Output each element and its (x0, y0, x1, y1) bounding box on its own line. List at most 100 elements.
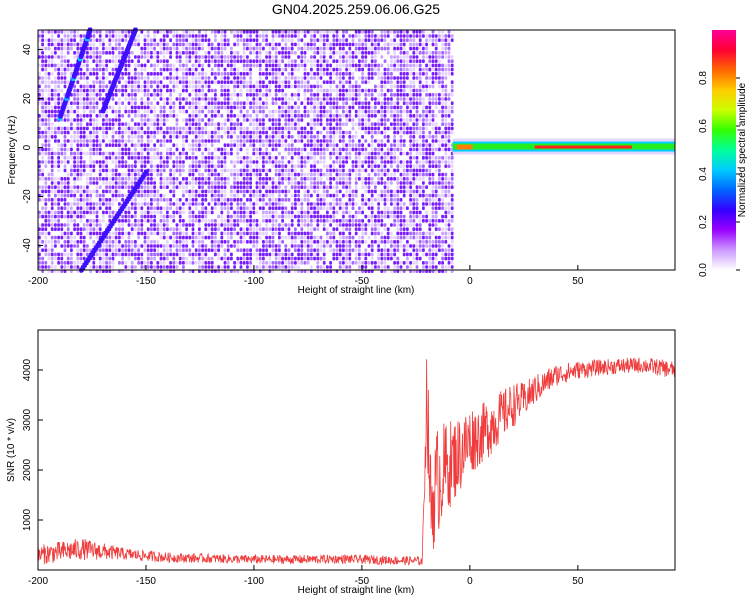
spectrogram-cell (105, 126, 108, 131)
spectrogram-cell (92, 30, 96, 34)
spectrogram-cell (41, 76, 44, 80)
spectrogram-cell (82, 97, 86, 101)
spectrogram-cell (374, 198, 377, 202)
spectrogram-cell (102, 118, 105, 122)
spectrogram-cell (134, 214, 137, 219)
spectrogram-cell (242, 181, 246, 185)
spectrogram-cell (89, 105, 92, 110)
spectrogram-cell (50, 160, 54, 164)
spectrogram-cell (175, 227, 179, 231)
spectrogram-cell (175, 80, 179, 84)
spectrogram-cell (338, 244, 342, 248)
spectrogram-cell (252, 105, 256, 110)
spectrogram-cell (258, 51, 262, 55)
spectrogram-cell (220, 55, 224, 59)
spectrogram-cell (92, 135, 96, 139)
spectrogram-cell (242, 202, 246, 206)
spectrogram-cell (294, 139, 297, 143)
spectrogram-cell (281, 252, 284, 257)
spectrogram-cell (246, 172, 249, 177)
spectrogram-cell (255, 139, 259, 143)
spectrogram-cell (348, 227, 352, 231)
spectrogram-cell (348, 118, 352, 122)
spectrogram-cell (370, 240, 374, 244)
spectrogram-cell (162, 38, 166, 42)
spectrogram-cell (217, 42, 220, 47)
spectrogram-cell (153, 210, 156, 215)
spectrogram-cell (38, 256, 41, 261)
spectrogram-cell (338, 88, 342, 93)
spectrogram-cell (89, 114, 92, 118)
spectrogram-cell (255, 151, 259, 156)
spectrogram-cell (354, 172, 358, 177)
spectrogram-cell (220, 172, 224, 177)
spectrogram-cell (214, 55, 217, 59)
spectrogram-cell (348, 265, 352, 269)
spectrogram-cell (230, 147, 233, 152)
spectrogram-cell (220, 189, 224, 194)
spectrogram-cell (140, 55, 144, 59)
spectrogram-cell (310, 34, 313, 38)
spectrogram-cell (342, 143, 345, 147)
spectrogram-cell (98, 248, 102, 252)
spectrogram-cell (220, 93, 224, 97)
spectrogram-cell (278, 177, 281, 181)
spectrogram-cell (191, 72, 195, 76)
spectrogram-cell (159, 42, 163, 47)
spectrogram-cell (210, 185, 214, 189)
spectrogram-cell (217, 256, 220, 261)
spectrogram-cell (278, 252, 281, 257)
spectrogram-cell (348, 181, 352, 185)
spectrogram-cell (162, 143, 166, 147)
spectrogram-cell (370, 252, 374, 257)
spectrogram-cell (54, 30, 57, 34)
spectrogram-cell (287, 227, 291, 231)
spectrogram-cell (150, 38, 153, 42)
spectrogram-cell (268, 59, 272, 63)
spectrogram-cell (63, 130, 67, 135)
spectrogram-cell (326, 185, 329, 189)
spectrogram-cell (102, 210, 105, 215)
spectrogram-cell (204, 181, 208, 185)
spectrogram-cell (73, 235, 76, 240)
spectrogram-cell (79, 156, 83, 160)
spectrogram-cell (156, 248, 160, 252)
spectrogram-cell (159, 231, 163, 236)
spectrogram-cell (342, 59, 345, 63)
spectrogram-cell (313, 135, 316, 139)
spectrogram-cell (204, 244, 208, 248)
spectrogram-cell (284, 114, 288, 118)
spectrogram-cell (258, 122, 262, 126)
spectrogram-cell (262, 93, 265, 97)
spectrogram-cell (185, 51, 188, 55)
spectrogram-cell (297, 235, 300, 240)
spectrogram-cell (329, 109, 332, 114)
spectrogram-cell (370, 202, 374, 206)
spectrogram-cell (271, 67, 275, 72)
spectrogram-cell (143, 248, 147, 252)
spectrogram-cell (342, 30, 345, 34)
spectrogram-cell (377, 122, 380, 126)
spectrogram-cell (95, 93, 99, 97)
spectrogram-cell (54, 210, 57, 215)
spectrogram-cell (316, 219, 320, 223)
spectrogram-cell (230, 109, 233, 114)
spectrogram-cell (294, 181, 297, 185)
spectrogram-cell (297, 97, 300, 101)
spectrogram-cell (191, 42, 195, 47)
spectrogram-cell (198, 265, 201, 269)
spectrogram-cell (348, 214, 352, 219)
spectrogram-cell (358, 206, 361, 210)
spectrogram-cell (204, 189, 208, 194)
spectrogram-cell (95, 206, 99, 210)
spectrogram-cell (310, 38, 313, 42)
spectrogram-cell (150, 240, 153, 244)
spectrogram-cell (162, 261, 166, 265)
spectrogram-cell (287, 248, 291, 252)
spectrogram-cell (322, 80, 326, 84)
spectrogram-cell (303, 160, 307, 164)
spectrogram-cell (198, 114, 201, 118)
spectrogram-cell (313, 42, 316, 47)
spectrogram-cell (159, 252, 163, 257)
spectrogram-cell (162, 227, 166, 231)
